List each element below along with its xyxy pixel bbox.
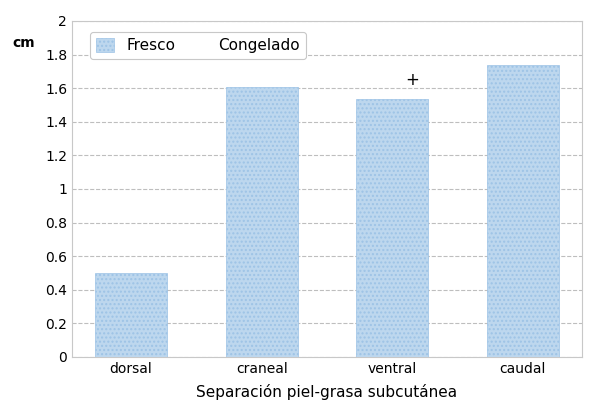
Bar: [356, 99, 428, 357]
Bar: [487, 65, 559, 357]
Legend: Fresco, Congelado: Fresco, Congelado: [90, 32, 306, 59]
Bar: [95, 273, 167, 357]
Text: +: +: [405, 71, 419, 89]
Text: cm: cm: [12, 37, 35, 50]
Bar: [226, 87, 298, 357]
X-axis label: Separación piel-grasa subcutánea: Separación piel-grasa subcutánea: [196, 384, 458, 400]
